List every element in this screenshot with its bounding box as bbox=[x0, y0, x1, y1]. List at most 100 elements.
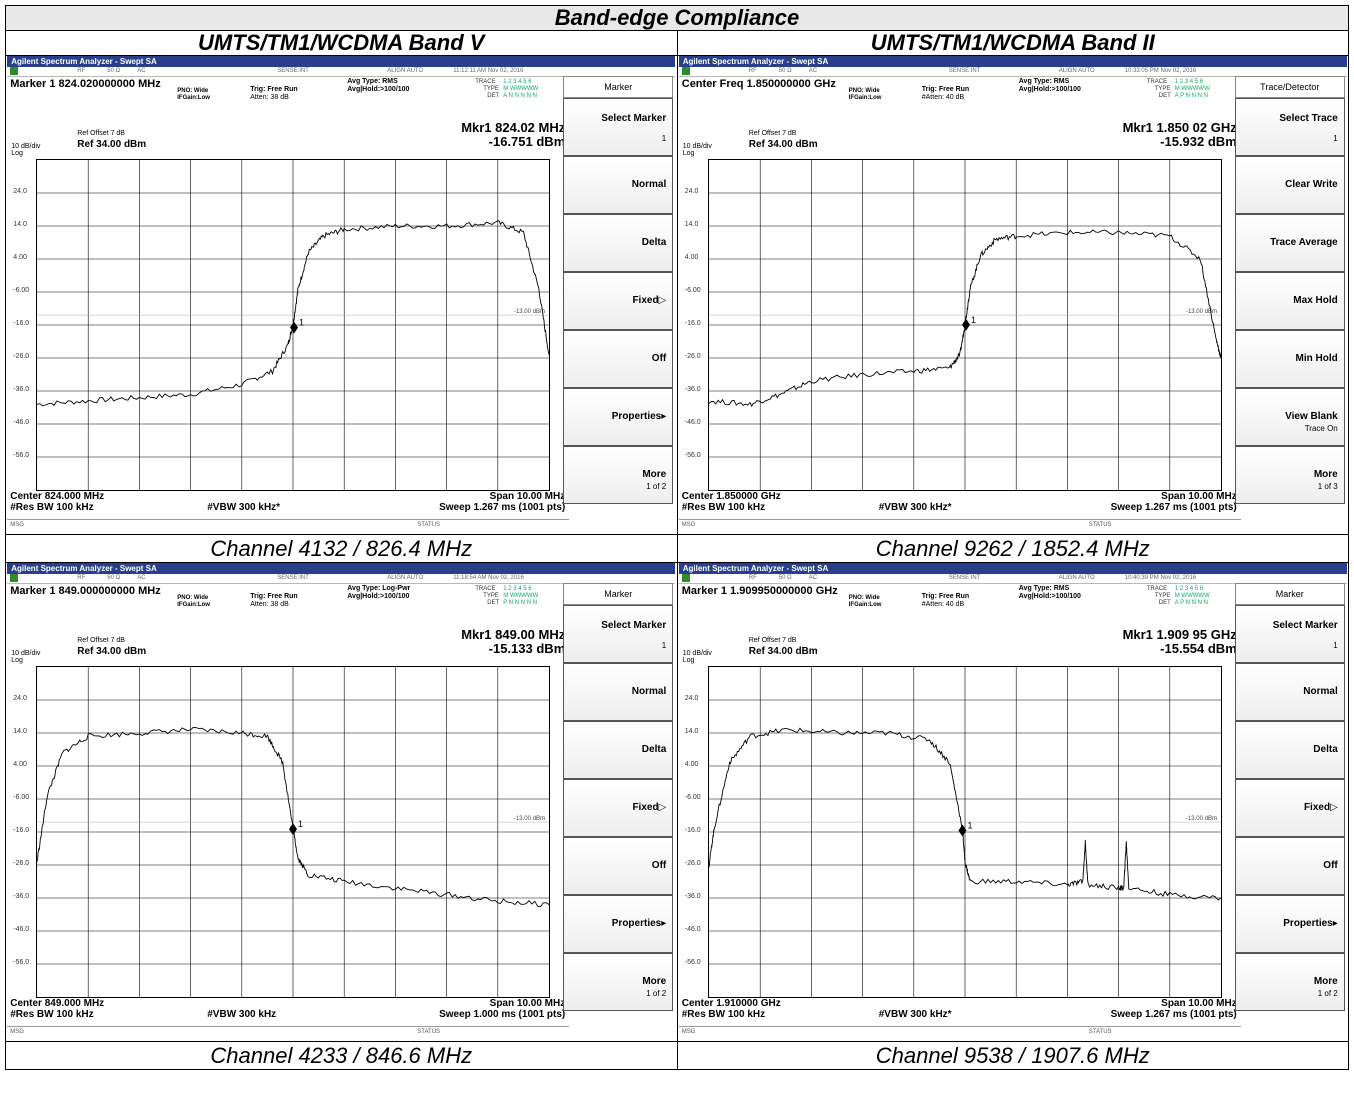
y-tick-label: -36.0 bbox=[684, 386, 701, 393]
y-tick-label: 4.00 bbox=[13, 761, 27, 768]
softkey-properties[interactable]: Properties▸ bbox=[1234, 895, 1345, 953]
marker-amplitude-readout: -15.133 dBm bbox=[488, 641, 566, 656]
log-label: Log bbox=[682, 150, 695, 157]
ref-level: Ref 34.00 dBm bbox=[77, 139, 147, 150]
softkey-delta[interactable]: Delta bbox=[1234, 721, 1345, 779]
analyzer-screen: Agilent Spectrum Analyzer - Swept SA RF 50… bbox=[7, 56, 676, 534]
ifgain-label: IFGain:Low bbox=[848, 602, 882, 608]
sweep: Sweep 1.267 ms (1001 pts) bbox=[1110, 1009, 1237, 1020]
caption: Channel 4233 / 846.6 MHz bbox=[5, 1041, 678, 1070]
softkey-select-marker[interactable]: Select Marker 1 bbox=[563, 98, 674, 156]
limit-label: -13.00 dBm bbox=[514, 309, 545, 315]
y-tick-label: -6.00 bbox=[684, 287, 701, 294]
active-function[interactable]: Marker 1 824.020000000 MHz bbox=[10, 78, 161, 90]
marker-amplitude-readout: -15.932 dBm bbox=[1160, 134, 1237, 149]
menu-title: Trace/Detector bbox=[1234, 76, 1345, 98]
softkey-more[interactable]: More 1 of 2 bbox=[563, 446, 674, 504]
impedance-label: 50 Ω bbox=[107, 68, 121, 74]
softkey-off[interactable]: Off bbox=[563, 330, 674, 388]
y-tick-label: 14.0 bbox=[13, 728, 27, 735]
active-function[interactable]: Marker 1 1.909950000000 GHz bbox=[681, 585, 838, 597]
softkey-label: Select Marker bbox=[1272, 620, 1338, 631]
attenuation-label: Atten: 38 dB bbox=[250, 601, 289, 608]
trace-svg: -13.00 dBm 1 bbox=[37, 160, 550, 490]
marker-frequency-readout: Mkr1 1.909 95 GHz bbox=[1122, 627, 1237, 642]
softkey-normal[interactable]: Normal bbox=[563, 663, 674, 721]
active-function[interactable]: Center Freq 1.850000000 GHz bbox=[681, 78, 836, 90]
vbw: #VBW 300 kHz* bbox=[878, 1009, 952, 1020]
vbw: #VBW 300 kHz* bbox=[207, 502, 281, 513]
det-label: DET bbox=[487, 600, 500, 606]
y-tick-label: 24.0 bbox=[684, 188, 699, 195]
softkey-off[interactable]: Off bbox=[1234, 837, 1345, 895]
report-title: Band-edge Compliance bbox=[5, 5, 1349, 31]
softkey-select-marker[interactable]: Select Marker 1 bbox=[1234, 605, 1345, 663]
attenuation-label: Atten: 38 dB bbox=[250, 94, 289, 101]
coupling-label: AC bbox=[808, 68, 818, 74]
softkey-label: Fixed▷ bbox=[1303, 802, 1338, 813]
rf-label: RF bbox=[77, 68, 86, 74]
pno-label: PNO: Wide bbox=[848, 88, 880, 94]
message-bar: MSG STATUS bbox=[7, 519, 570, 533]
trace-line bbox=[37, 220, 550, 407]
y-tick-label: -56.0 bbox=[13, 959, 30, 966]
avg-type-label: Avg Type: Log-Pwr bbox=[347, 585, 411, 592]
softkey-min-hold[interactable]: Min Hold bbox=[1234, 330, 1345, 388]
y-tick-label: -26.0 bbox=[13, 860, 30, 867]
trace-numbers: 1 2 3 4 5 6 bbox=[1174, 79, 1204, 85]
type-label: TYPE bbox=[1154, 86, 1171, 92]
y-tick-label: -46.0 bbox=[684, 926, 701, 933]
softkey-more[interactable]: More 1 of 2 bbox=[563, 953, 674, 1011]
message-bar: MSG STATUS bbox=[678, 519, 1241, 533]
softkey-properties[interactable]: Properties▸ bbox=[563, 895, 674, 953]
y-tick-label: -16.0 bbox=[13, 827, 30, 834]
res-bw: #Res BW 100 kHz bbox=[10, 1009, 94, 1020]
column-header-band-v: UMTS/TM1/WCDMA Band V bbox=[5, 30, 678, 56]
softkey-view-blank[interactable]: View Blank Trace On bbox=[1234, 388, 1345, 446]
softkey-select-marker[interactable]: Select Marker 1 bbox=[563, 605, 674, 663]
softkey-sublabel: 1 of 2 bbox=[646, 989, 667, 998]
softkey-normal[interactable]: Normal bbox=[1234, 663, 1345, 721]
softkey-more[interactable]: More 1 of 2 bbox=[1234, 953, 1345, 1011]
span: Span 10.00 MHz bbox=[489, 998, 566, 1009]
softkey-label: Normal bbox=[631, 179, 667, 190]
softkey-clear-write[interactable]: Clear Write bbox=[1234, 156, 1345, 214]
trace-plot: -13.00 dBm 1 bbox=[707, 666, 1222, 998]
softkey-fixed[interactable]: Fixed▷ bbox=[563, 272, 674, 330]
softkey-label: More bbox=[642, 976, 667, 987]
softkey-delta[interactable]: Delta bbox=[563, 721, 674, 779]
softkey-normal[interactable]: Normal bbox=[563, 156, 674, 214]
y-tick-label: 24.0 bbox=[13, 695, 27, 702]
softkey-label: Delta bbox=[641, 744, 667, 755]
softkey-fixed[interactable]: Fixed▷ bbox=[563, 779, 674, 837]
softkey-label: Delta bbox=[641, 237, 667, 248]
pno-label: PNO: Wide bbox=[177, 88, 209, 94]
softkey-trace-average[interactable]: Trace Average bbox=[1234, 214, 1345, 272]
y-tick-label: -36.0 bbox=[13, 386, 30, 393]
avg-hold-label: Avg|Hold:>100/100 bbox=[347, 593, 410, 600]
analyzer-screen: Agilent Spectrum Analyzer - Swept SA RF 50… bbox=[678, 563, 1347, 1041]
ref-offset: Ref Offset 7 dB bbox=[748, 637, 797, 644]
softkey-fixed[interactable]: Fixed▷ bbox=[1234, 779, 1345, 837]
softkey-label: Properties▸ bbox=[1283, 918, 1338, 929]
avg-hold-label: Avg|Hold:>100/100 bbox=[1018, 86, 1081, 93]
caption: Channel 9538 / 1907.6 MHz bbox=[676, 1041, 1349, 1070]
softkey-off[interactable]: Off bbox=[563, 837, 674, 895]
y-tick-label: -16.0 bbox=[684, 827, 701, 834]
softkey-properties[interactable]: Properties▸ bbox=[563, 388, 674, 446]
trace-plot: -13.00 dBm 1 bbox=[36, 666, 551, 998]
softkey-delta[interactable]: Delta bbox=[563, 214, 674, 272]
limit-label: -13.00 dBm bbox=[514, 816, 545, 822]
det-values: A N N N N N bbox=[503, 93, 537, 99]
softkey-more[interactable]: More 1 of 3 bbox=[1234, 446, 1345, 504]
softkey-select-trace[interactable]: Select Trace 1 bbox=[1234, 98, 1345, 156]
y-tick-label: 4.00 bbox=[13, 254, 27, 261]
sweep: Sweep 1.267 ms (1001 pts) bbox=[439, 502, 566, 513]
trigger-label: Trig: Free Run bbox=[250, 86, 298, 93]
coupling-label: AC bbox=[137, 68, 146, 74]
softkey-max-hold[interactable]: Max Hold bbox=[1234, 272, 1345, 330]
y-tick-label: -46.0 bbox=[13, 926, 30, 933]
det-values: P N N N N N bbox=[503, 600, 538, 606]
active-function[interactable]: Marker 1 849.000000000 MHz bbox=[10, 585, 161, 597]
marker-diamond bbox=[961, 318, 970, 331]
